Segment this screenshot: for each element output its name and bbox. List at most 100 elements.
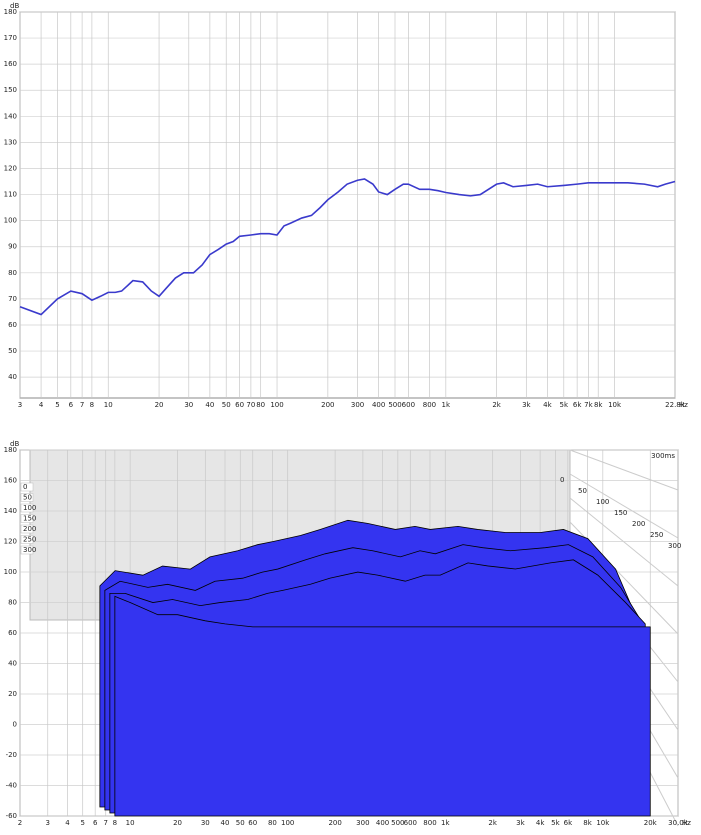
z-tick-label: 200 xyxy=(632,520,645,528)
z-tick-label: 300 xyxy=(668,542,681,550)
z-tick-box xyxy=(20,482,34,492)
perspective-line xyxy=(569,497,679,587)
waterfall-slice xyxy=(114,595,651,817)
x-tick-label: 8k xyxy=(583,819,592,827)
x-tick-label: 20k xyxy=(644,819,658,827)
y-tick-label: 0 xyxy=(13,721,17,729)
z-tick-label-left: 0 xyxy=(23,483,27,491)
x-tick-label: 50 xyxy=(236,819,245,827)
z-tick-box xyxy=(20,535,34,544)
x-tick-label: 800 xyxy=(423,401,436,409)
y-tick-label: 90 xyxy=(8,243,17,251)
y-tick-label: 110 xyxy=(4,191,17,199)
response-line xyxy=(19,178,676,316)
z-tick-label: 100 xyxy=(596,498,609,506)
y-tick-label: 160 xyxy=(4,477,17,485)
x-tick-label: 7 xyxy=(80,401,84,409)
x-tick-label: 1k xyxy=(442,401,451,409)
x-tick-label: 200 xyxy=(321,401,334,409)
y-tick-label: 20 xyxy=(8,690,17,698)
x-tick-label: 4k xyxy=(536,819,545,827)
y-tick-label: 70 xyxy=(8,295,17,303)
x-tick-label: 50 xyxy=(222,401,231,409)
y-tick-label: 60 xyxy=(8,629,17,637)
x-tick-label: 3 xyxy=(18,401,22,409)
x-tick-label: 100 xyxy=(270,401,283,409)
z-tick-label-left: 50 xyxy=(23,494,32,502)
x-tick-label: 7k xyxy=(584,401,593,409)
z-tick-box xyxy=(20,524,34,534)
y-tick-label: 80 xyxy=(8,599,17,607)
perspective-line xyxy=(569,473,679,539)
x-tick-label: 40 xyxy=(221,819,230,827)
x-tick-label: 4 xyxy=(39,401,44,409)
x-tick-label: 500 xyxy=(391,819,404,827)
x-tick-label: 1k xyxy=(441,819,450,827)
y-tick-label: 130 xyxy=(4,138,17,146)
x-tick-label: 60 xyxy=(235,401,244,409)
x-tick-label: 600 xyxy=(404,819,417,827)
x-tick-label: 2k xyxy=(492,401,501,409)
y-tick-label: 180 xyxy=(4,446,17,454)
z-tick-label-left: 200 xyxy=(23,525,36,533)
x-tick-label: 800 xyxy=(423,819,436,827)
y-tick-label: 60 xyxy=(8,321,17,329)
x-tick-label: 300 xyxy=(351,401,364,409)
x-tick-label: 60 xyxy=(248,819,257,827)
z-tick-label-left: 300 xyxy=(23,546,36,554)
y-tick-label: 160 xyxy=(4,60,17,68)
x-tick-label: 4k xyxy=(543,401,552,409)
x-tick-label: 8k xyxy=(594,401,603,409)
x-tick-label: 20 xyxy=(173,819,182,827)
x-tick-label: 30.0k xyxy=(668,819,689,827)
y-tick-label: 120 xyxy=(4,164,17,172)
x-tick-label: 40 xyxy=(205,401,214,409)
z-tick-label: 0 xyxy=(560,476,564,484)
z-tick-label: 150 xyxy=(614,509,627,517)
x-tick-label: 2k xyxy=(488,819,497,827)
x-tick-label: 3k xyxy=(516,819,525,827)
y-tick-label: 100 xyxy=(4,568,17,576)
x-tick-label: 300 xyxy=(356,819,369,827)
x-tick-label: 200 xyxy=(328,819,341,827)
x-tick-label: 400 xyxy=(376,819,389,827)
x-tick-label: 3k xyxy=(522,401,531,409)
y-tick-label: 50 xyxy=(8,347,17,355)
x-tick-label: 22.8k xyxy=(665,401,686,409)
x-tick-label: 100 xyxy=(281,819,294,827)
y-tick-label: -20 xyxy=(6,751,17,759)
z-tick-label: 50 xyxy=(578,487,587,495)
x-tick-label: 5k xyxy=(560,401,569,409)
z-tick-box xyxy=(20,514,34,523)
x-tick-label: 4 xyxy=(65,819,70,827)
time-label: 300ms xyxy=(651,452,675,460)
x-unit: Hz xyxy=(679,401,688,409)
y-tick-label: 40 xyxy=(8,373,17,381)
x-tick-label: 7 xyxy=(103,819,107,827)
plot-area xyxy=(19,11,676,399)
y-tick-label: 40 xyxy=(8,660,17,668)
z-tick-box xyxy=(20,493,34,502)
x-tick-label: 20 xyxy=(155,401,164,409)
perspective-line xyxy=(569,449,679,491)
y-axis-label: dB xyxy=(10,2,19,10)
x-tick-label: 10 xyxy=(104,401,113,409)
z-tick-label: 250 xyxy=(650,531,663,539)
x-tick-label: 6 xyxy=(69,401,74,409)
y-tick-label: 180 xyxy=(4,8,17,16)
z-tick-label-left: 100 xyxy=(23,504,36,512)
y-tick-label: 140 xyxy=(4,112,17,120)
z-tick-box xyxy=(20,545,34,555)
y-tick-label: -40 xyxy=(6,782,17,790)
y-axis-label: dB xyxy=(10,440,19,448)
x-tick-label: 600 xyxy=(402,401,415,409)
y-tick-label: 120 xyxy=(4,538,17,546)
x-tick-label: 5 xyxy=(55,401,59,409)
x-tick-label: 80 xyxy=(268,819,277,827)
x-tick-label: 5 xyxy=(80,819,84,827)
y-tick-label: 100 xyxy=(4,217,17,225)
x-tick-label: 500 xyxy=(388,401,401,409)
x-tick-label: 6k xyxy=(564,819,573,827)
x-tick-label: 3 xyxy=(46,819,50,827)
